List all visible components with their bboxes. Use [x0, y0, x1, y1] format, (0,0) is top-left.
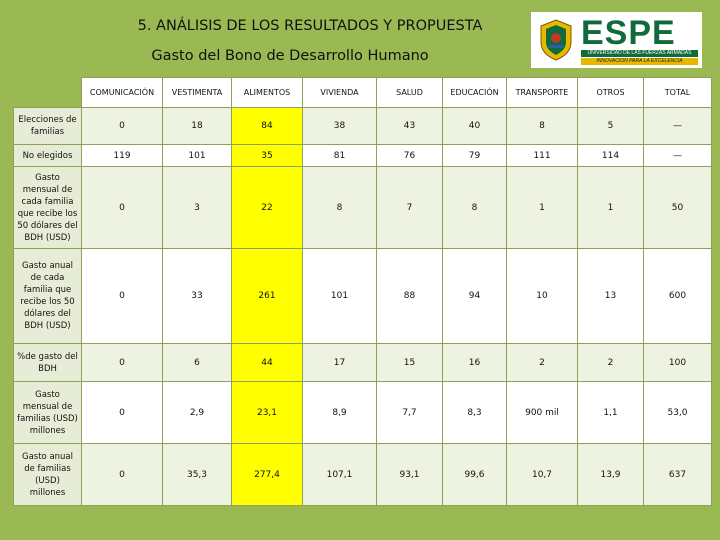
table-cell: 101	[162, 144, 232, 167]
table-cell: 84	[231, 107, 303, 145]
table-cell: 100	[643, 343, 712, 382]
table-cell: 50	[643, 166, 712, 249]
table-cell: 637	[643, 443, 712, 506]
page-subtitle: Gasto del Bono de Desarrollo Humano	[151, 48, 429, 64]
table-cell: 43	[376, 107, 443, 145]
table-row: Elecciones de familias 0 18 84 38 43 40 8 5—	[13, 107, 712, 145]
row-label: No elegidos	[13, 144, 82, 167]
logo-wordmark: ESPE	[581, 14, 676, 52]
table-cell: 40	[442, 107, 507, 145]
table-row: Gasto mensual de familias (USD) millones…	[13, 381, 712, 444]
table-cell: 8,3	[442, 381, 507, 444]
table-cell: 35	[231, 144, 303, 167]
table-cell: 15	[376, 343, 443, 382]
table-cell: 900 mil	[506, 381, 578, 444]
table-cell: 600	[643, 248, 712, 344]
table-row: No elegidos 119 101 35 81 76 79 111 114—	[13, 144, 712, 167]
column-header: SALUD	[376, 77, 443, 108]
table-cell: 17	[302, 343, 377, 382]
row-label: Gasto mensual de familias (USD) millones	[13, 381, 82, 444]
table-cell: 35,3	[162, 443, 232, 506]
column-header: OTROS	[577, 77, 644, 108]
title-block: 5. ANÁLISIS DE LOS RESULTADOS Y PROPUEST…	[0, 0, 620, 78]
row-label: %de gasto del BDH	[13, 343, 82, 382]
column-header: TOTAL	[643, 77, 712, 108]
table-cell: 2	[577, 343, 644, 382]
table-cell: 16	[442, 343, 507, 382]
table-cell: 111	[506, 144, 578, 167]
table-cell: 93,1	[376, 443, 443, 506]
table-cell: 0	[81, 343, 163, 382]
table-cell: 8	[302, 166, 377, 249]
table-cell: 44	[231, 343, 303, 382]
table-cell: 2,9	[162, 381, 232, 444]
table-cell: 13,9	[577, 443, 644, 506]
column-header: VIVIENDA	[302, 77, 377, 108]
table-cell: 38	[302, 107, 377, 145]
table-cell: 7	[376, 166, 443, 249]
table-cell: 88	[376, 248, 443, 344]
table-cell: 53,0	[643, 381, 712, 444]
table-cell: 33	[162, 248, 232, 344]
table-cell: 79	[442, 144, 507, 167]
column-header: EDUCACIÓN	[442, 77, 507, 108]
results-table: COMUNICACIÓN VESTIMENTA ALIMENTOS VIVIENDA S…	[13, 77, 712, 506]
column-header: VESTIMENTA	[162, 77, 232, 108]
row-label: Gasto anual de familias (USD) millones	[13, 443, 82, 506]
table-cell: 5	[577, 107, 644, 145]
table-cell: 94	[442, 248, 507, 344]
table-cell: 0	[81, 107, 163, 145]
page-title: 5. ANÁLISIS DE LOS RESULTADOS Y PROPUEST…	[137, 18, 483, 34]
table-row: Gasto anual de familias (USD) millones 0 3…	[13, 443, 712, 506]
table-cell: 101	[302, 248, 377, 344]
table-cell: 76	[376, 144, 443, 167]
table-cell: 13	[577, 248, 644, 344]
table-cell: 10	[506, 248, 578, 344]
espe-logo: ESPE UNIVERSIDAD DE LAS FUERZAS ARMADAS …	[531, 12, 702, 68]
row-label: Elecciones de familias	[13, 107, 82, 145]
table-cell: 23,1	[231, 381, 303, 444]
table-cell: 8	[442, 166, 507, 249]
row-label: Gasto anual de cada familia que recibe l…	[13, 248, 82, 344]
table-cell: 8,9	[302, 381, 377, 444]
table-row: Gasto anual de cada familia que recibe l…	[13, 248, 712, 344]
university-seal-icon	[540, 19, 572, 61]
table-cell: 107,1	[302, 443, 377, 506]
table-cell: —	[643, 144, 712, 167]
table-cell: 22	[231, 166, 303, 249]
table-cell: —	[643, 107, 712, 145]
table-row: Gasto mensual de cada familia que recibe…	[13, 166, 712, 249]
column-header: COMUNICACIÓN	[81, 77, 163, 108]
column-header: TRANSPORTE	[506, 77, 578, 108]
table-cell: 81	[302, 144, 377, 167]
table-row: %de gasto del BDH 0 6 44 17 15 16 2 2 100	[13, 343, 712, 382]
column-header: ALIMENTOS	[231, 77, 303, 108]
table-cell: 261	[231, 248, 303, 344]
table-cell: 3	[162, 166, 232, 249]
table-cell: 0	[81, 381, 163, 444]
table-cell: 1	[506, 166, 578, 249]
table-cell: 0	[81, 443, 163, 506]
header-row: COMUNICACIÓN VESTIMENTA ALIMENTOS VIVIENDA S…	[13, 77, 712, 108]
table-cell: 119	[81, 144, 163, 167]
logo-tagline-1: UNIVERSIDAD DE LAS FUERZAS ARMADAS	[581, 50, 698, 57]
table-cell: 0	[81, 166, 163, 249]
row-label: Gasto mensual de cada familia que recibe…	[13, 166, 82, 249]
table-cell: 8	[506, 107, 578, 145]
table-cell: 277,4	[231, 443, 303, 506]
table-cell: 1,1	[577, 381, 644, 444]
table-cell: 114	[577, 144, 644, 167]
table-cell: 1	[577, 166, 644, 249]
table-cell: 10,7	[506, 443, 578, 506]
table-cell: 18	[162, 107, 232, 145]
table-cell: 2	[506, 343, 578, 382]
table-cell: 6	[162, 343, 232, 382]
header-corner	[13, 77, 82, 108]
logo-tagline-2: INNOVACIÓN PARA LA EXCELENCIA	[581, 58, 698, 65]
table-cell: 7,7	[376, 381, 443, 444]
table-cell: 99,6	[442, 443, 507, 506]
table-cell: 0	[81, 248, 163, 344]
